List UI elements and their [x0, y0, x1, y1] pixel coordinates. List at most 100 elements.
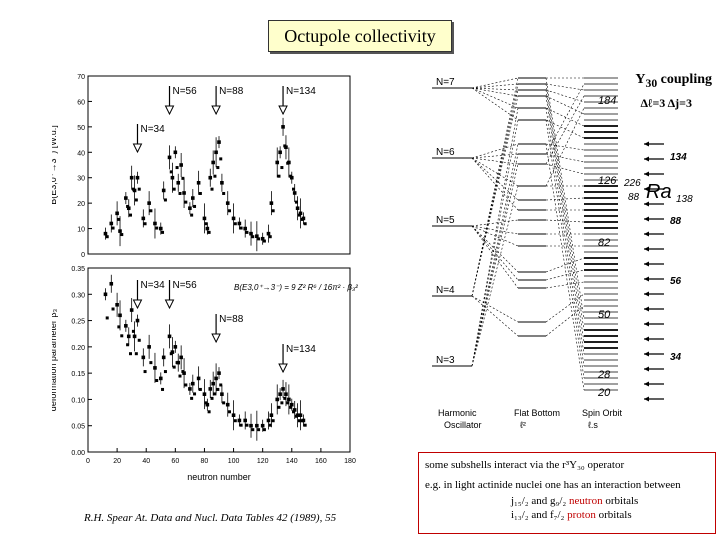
top-plot-point [135, 175, 140, 180]
bottom-plot-point [210, 396, 214, 400]
bottom-plot-point [262, 428, 266, 432]
top-plot-point [149, 209, 153, 213]
top-plot-point [275, 160, 280, 165]
dashed-connector [545, 77, 585, 319]
bottom-plot-point [132, 334, 137, 339]
bottom-plot-point [233, 419, 237, 423]
top-plot-point [169, 170, 173, 174]
bottom-plot-xtick-label: 20 [113, 458, 121, 465]
bottom-plot-point [178, 374, 182, 378]
bottom-plot: 0.00 0.05 0.10 0.15 0.20 0.25 0.30 0.35 0 20 40 60 8… [52, 266, 358, 482]
top-plot-point [170, 175, 175, 180]
top-plot-point [181, 176, 185, 180]
top-plot-point [178, 191, 182, 195]
top-plot-point [214, 150, 218, 155]
dashed-connector [545, 281, 585, 289]
bottom-plot-point [211, 381, 215, 386]
note-line-4c: orbitals [595, 509, 632, 521]
bottom-plot-ytick-label: 0.00 [71, 450, 85, 457]
osc-label: N=6 [436, 147, 455, 158]
magic-number: 20 [597, 387, 611, 399]
bottom-plot-point [257, 428, 261, 432]
bottom-plot-point [292, 408, 297, 412]
top-plot-marker-head [132, 143, 143, 154]
top-plot-ytick-label: 0 [81, 252, 85, 259]
bottom-plot-point [182, 371, 186, 375]
dashed-connector [471, 157, 519, 187]
bottom-plot-point [141, 355, 146, 360]
bottom-plot-xtick-label: 140 [286, 458, 298, 465]
arrow-head [644, 276, 649, 282]
magic-number: 82 [598, 237, 610, 249]
top-plot-point [237, 221, 242, 226]
bottom-plot-point [266, 418, 271, 423]
bottom-plot-point [149, 361, 153, 365]
dashed-connector [545, 293, 585, 323]
bottom-plot-point [216, 387, 220, 391]
arrow-head [644, 321, 649, 327]
top-plot-point [271, 209, 275, 213]
top-plot-point [193, 204, 197, 208]
bottom-plot-ytick-label: 0.15 [71, 371, 85, 378]
dashed-connector [471, 119, 519, 367]
dashed-connector [471, 225, 519, 289]
dashed-connector [545, 89, 585, 103]
note-line-3a: j₁₅/₂ and g₉/₂ [511, 495, 569, 507]
osc-label: N=3 [436, 355, 455, 366]
note-line-4: i₁₃/₂ and f₇/₂ proton orbitals [511, 507, 632, 524]
bottom-plot-point [134, 352, 138, 356]
note-line-1: some subshells interact via the r³Y₃₀ op… [425, 459, 625, 471]
bottom-plot-ytick-label: 0.25 [71, 319, 85, 326]
bottom-plot-xtick-label: 40 [142, 458, 150, 465]
bottom-plot-point [137, 338, 141, 342]
top-plot-ylabel: B(E3,0⁺→3⁻) [W.u.] [52, 125, 58, 205]
dashed-connector [471, 95, 519, 297]
bottom-plot-point [289, 405, 293, 409]
bottom-plot-point [120, 334, 124, 338]
nucleus-n: 138 [676, 194, 693, 205]
bottom-plot-point [188, 387, 192, 391]
proton-word: proton [567, 509, 596, 521]
arrow-head [644, 336, 649, 342]
bottom-plot-point [255, 423, 259, 428]
top-plot-ytick-label: 30 [77, 176, 85, 183]
top-plot-point [202, 216, 207, 221]
top-plot-point [280, 166, 284, 170]
bottom-plot-marker-label: N=88 [219, 314, 244, 325]
arrow-head [644, 306, 649, 312]
osc-label: N=5 [436, 215, 455, 226]
dashed-connector [471, 225, 519, 273]
bottom-plot-ytick-label: 0.35 [71, 266, 85, 273]
arrow-head [644, 156, 649, 162]
top-plot-point [208, 175, 213, 180]
bottom-plot-point [191, 381, 195, 386]
bottom-plot-point [202, 392, 207, 396]
top-plot-marker-head [211, 105, 221, 116]
plots-panel: 0 10 20 30 40 50 60 70 B(E3,0⁺→3⁻) [W.u.] N=34 N=5… [52, 74, 358, 482]
top-plot-point [220, 181, 224, 185]
bottom-plot-point [280, 401, 284, 405]
bottom-plot-point [219, 383, 223, 387]
bottom-plot-point [281, 387, 285, 391]
bottom-plot-xtick-label: 60 [171, 458, 179, 465]
dashed-connector [545, 95, 585, 165]
dashed-connector [545, 163, 585, 175]
top-plot-point [120, 233, 124, 237]
coupling-label: Y30 coupling [635, 72, 712, 90]
osc-label: N=4 [436, 285, 455, 296]
top-plot-point [129, 175, 134, 180]
dashed-connector [545, 219, 585, 223]
dashed-connector [545, 257, 585, 273]
bottom-plot-xtick-label: 120 [257, 458, 269, 465]
top-plot-point [153, 221, 157, 226]
top-plot-point [129, 213, 133, 217]
bottom-plot-xtick-label: 180 [344, 458, 356, 465]
column-label: ℓ² [520, 420, 526, 430]
bottom-plot-point [295, 413, 300, 417]
dashed-connector [471, 157, 519, 165]
top-plot-point [103, 231, 108, 236]
top-plot-point [262, 239, 266, 243]
top-plot-marker-head [278, 105, 288, 116]
bottom-plot-point [111, 307, 115, 311]
dashed-connector [471, 83, 519, 89]
